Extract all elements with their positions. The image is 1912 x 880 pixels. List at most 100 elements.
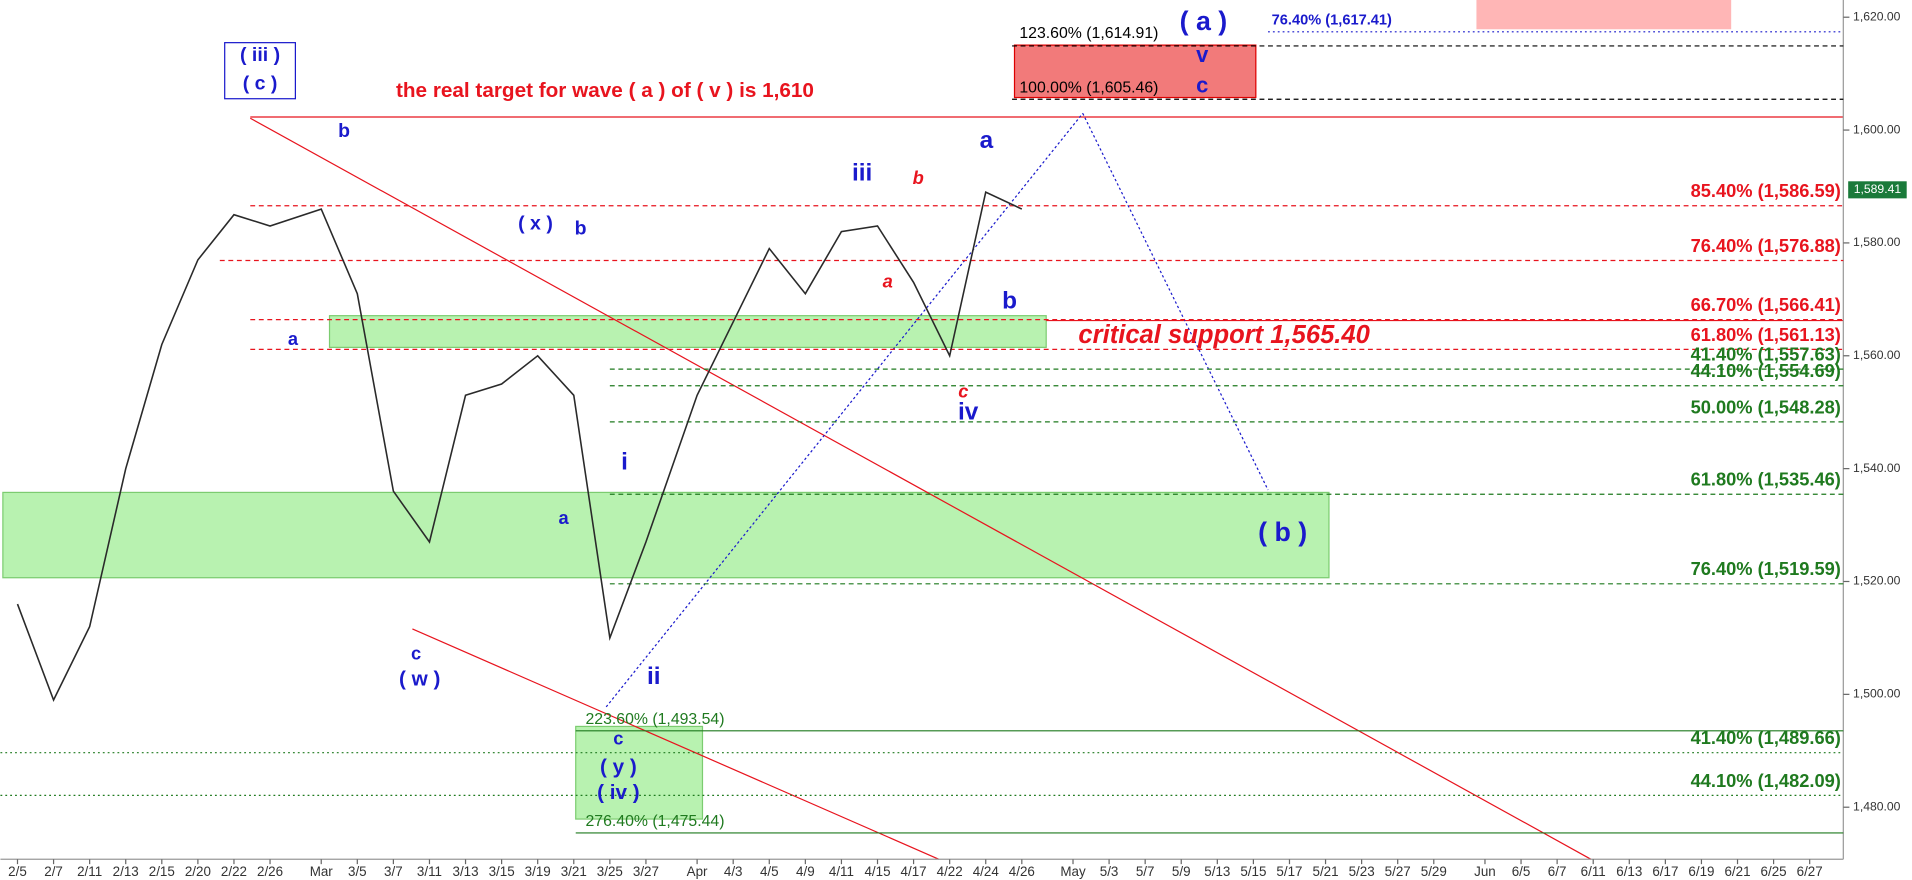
x-tick-label: 5/17 bbox=[1276, 864, 1302, 879]
fib-label: 276.40% (1,475.44) bbox=[585, 813, 724, 830]
x-tick-label: 3/13 bbox=[453, 864, 479, 879]
x-tick-label: 2/11 bbox=[77, 864, 102, 879]
x-tick-label: 2/5 bbox=[8, 864, 27, 879]
x-tick-label: 5/7 bbox=[1136, 864, 1155, 879]
wave-label: ( c ) bbox=[243, 72, 278, 94]
x-tick-label: 2/15 bbox=[149, 864, 175, 879]
x-tick-label: 6/5 bbox=[1512, 864, 1531, 879]
wave-label: b bbox=[575, 217, 587, 239]
fib-label: 76.40% (1,519.59) bbox=[1691, 558, 1841, 579]
wave-label: critical support 1,565.40 bbox=[1078, 321, 1369, 349]
x-tick-label: 3/21 bbox=[561, 864, 587, 879]
fib-label: 66.70% (1,566.41) bbox=[1691, 294, 1841, 315]
wave-label: v bbox=[1196, 42, 1209, 67]
wave-label: ( iii ) bbox=[240, 44, 280, 66]
wave-label: a bbox=[980, 127, 994, 154]
x-tick-label: 5/9 bbox=[1172, 864, 1191, 879]
fib-label: 41.40% (1,489.66) bbox=[1691, 727, 1841, 748]
x-tick-label: 4/22 bbox=[937, 864, 963, 879]
wave-label: i bbox=[621, 449, 628, 476]
x-tick-label: 3/11 bbox=[417, 864, 442, 879]
x-tick-label: Apr bbox=[687, 864, 708, 879]
fib-label: 76.40% (1,617.41) bbox=[1272, 13, 1392, 29]
wave-label: ( w ) bbox=[399, 668, 440, 691]
wave-label: c bbox=[958, 380, 968, 401]
y-tick-label: 1,620.00 bbox=[1853, 9, 1901, 23]
trend-line bbox=[1082, 113, 1269, 491]
price-tag bbox=[1848, 181, 1907, 199]
fib-label: 85.40% (1,586.59) bbox=[1691, 180, 1841, 201]
x-tick-label: 6/19 bbox=[1688, 864, 1714, 879]
x-tick-label: 5/13 bbox=[1204, 864, 1230, 879]
x-tick-label: 2/20 bbox=[185, 864, 211, 879]
price-line bbox=[16, 191, 1023, 702]
x-tick-label: 5/21 bbox=[1313, 864, 1339, 879]
x-tick-label: 6/25 bbox=[1761, 864, 1787, 879]
x-tick-label: 2/13 bbox=[113, 864, 139, 879]
wave-label: iv bbox=[958, 399, 979, 426]
wave-label: a bbox=[558, 507, 569, 528]
support-zone bbox=[575, 725, 704, 820]
target-zone bbox=[1476, 0, 1732, 30]
x-tick-label: Mar bbox=[310, 864, 334, 879]
fib-label: 76.40% (1,576.88) bbox=[1691, 235, 1841, 256]
x-tick-label: 4/11 bbox=[829, 864, 854, 879]
wave-label: ( a ) bbox=[1180, 6, 1228, 36]
price-tag-label: 1,589.41 bbox=[1854, 182, 1902, 196]
wave-label: b bbox=[1002, 288, 1017, 315]
x-tick-label: 4/3 bbox=[724, 864, 743, 879]
wave-label: c bbox=[1196, 72, 1208, 97]
fib-label: 41.40% (1,557.63) bbox=[1691, 344, 1841, 365]
fib-label: 44.10% (1,554.69) bbox=[1691, 360, 1841, 381]
fib-label: 223.60% (1,493.54) bbox=[585, 711, 724, 728]
wave-label: a bbox=[288, 328, 299, 349]
x-tick-label: 6/13 bbox=[1616, 864, 1642, 879]
x-tick-label: 6/11 bbox=[1581, 864, 1606, 879]
wave-label: iii bbox=[852, 160, 872, 187]
x-tick-label: 3/27 bbox=[633, 864, 659, 879]
x-tick-label: 4/26 bbox=[1009, 864, 1035, 879]
x-tick-label: 4/24 bbox=[973, 864, 1000, 879]
wave-label: ( y ) bbox=[600, 755, 637, 778]
fib-label: 123.60% (1,614.91) bbox=[1019, 25, 1158, 42]
wave-label: ( iv ) bbox=[597, 781, 640, 804]
y-tick-label: 1,500.00 bbox=[1853, 687, 1901, 701]
x-tick-label: 4/15 bbox=[864, 864, 890, 879]
wave-label: b bbox=[913, 167, 924, 188]
x-tick-label: 3/5 bbox=[348, 864, 367, 879]
y-tick-label: 1,560.00 bbox=[1853, 348, 1901, 362]
support-zone bbox=[2, 491, 1330, 579]
y-tick-label: 1,580.00 bbox=[1853, 235, 1901, 249]
y-tick-label: 1,540.00 bbox=[1853, 461, 1901, 475]
x-tick-label: May bbox=[1060, 864, 1086, 879]
x-tick-label: 3/25 bbox=[597, 864, 623, 879]
x-tick-label: 3/7 bbox=[384, 864, 403, 879]
x-tick-label: 4/5 bbox=[760, 864, 779, 879]
wave-label: b bbox=[338, 120, 350, 142]
x-tick-label: 5/27 bbox=[1385, 864, 1411, 879]
x-tick-label: 3/19 bbox=[525, 864, 551, 879]
wave-label: ( x ) bbox=[518, 212, 553, 234]
x-tick-label: 2/26 bbox=[257, 864, 283, 879]
label-box bbox=[224, 42, 296, 100]
wave-label: a bbox=[883, 271, 893, 292]
x-tick-label: 5/23 bbox=[1349, 864, 1375, 879]
support-zone bbox=[328, 315, 1047, 348]
fib-label: 50.00% (1,548.28) bbox=[1691, 396, 1841, 417]
fib-label: 61.80% (1,535.46) bbox=[1691, 469, 1841, 490]
wave-label: the real target for wave ( a ) of ( v ) … bbox=[396, 79, 814, 102]
x-tick-label: 3/15 bbox=[489, 864, 515, 879]
fib-label: 61.80% (1,561.13) bbox=[1691, 324, 1841, 345]
wave-label: c bbox=[411, 642, 421, 663]
y-tick-label: 1,600.00 bbox=[1853, 122, 1901, 136]
x-tick-label: 4/9 bbox=[796, 864, 815, 879]
x-tick-label: Jun bbox=[1474, 864, 1496, 879]
trend-line bbox=[412, 628, 940, 860]
wave-label: c bbox=[613, 728, 623, 749]
x-tick-label: 5/29 bbox=[1421, 864, 1447, 879]
x-tick-label: 5/15 bbox=[1240, 864, 1266, 879]
wave-label: ( b ) bbox=[1258, 517, 1307, 547]
x-tick-label: 2/22 bbox=[221, 864, 247, 879]
